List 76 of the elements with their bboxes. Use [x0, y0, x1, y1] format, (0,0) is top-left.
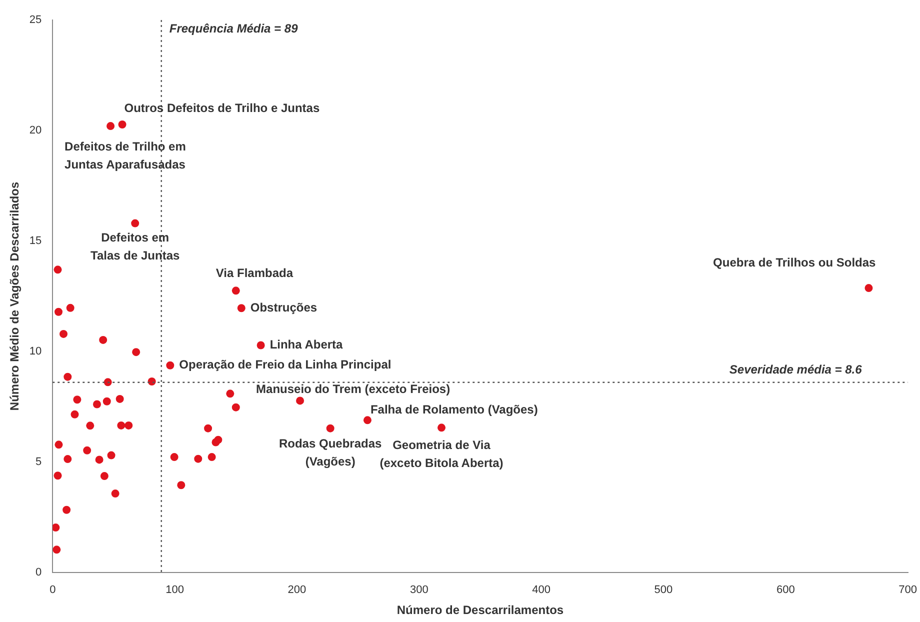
point — [83, 446, 92, 454]
point — [64, 455, 72, 464]
point — [326, 424, 334, 432]
point — [62, 506, 71, 514]
annotation: Outros Defeitos de Trilho e Juntas — [124, 100, 320, 115]
point — [116, 394, 124, 403]
point — [86, 422, 94, 430]
ref-line-label: Frequência Média = 89 — [169, 21, 298, 36]
point — [438, 424, 446, 432]
y-tick-label: 15 — [29, 234, 42, 247]
point — [95, 456, 104, 464]
annotation: Quebra de Trilhos ou Soldas — [713, 255, 876, 270]
point — [177, 481, 186, 490]
point — [124, 421, 133, 430]
x-tick-label: 300 — [410, 584, 428, 596]
ref-line-label: Severidade média = 8.6 — [729, 362, 862, 377]
y-tick-label: 20 — [29, 124, 42, 137]
point — [204, 424, 212, 432]
point — [66, 304, 74, 312]
point — [111, 490, 120, 498]
point — [64, 372, 72, 381]
point — [214, 436, 222, 444]
point — [54, 440, 63, 449]
x-tick-label: 200 — [288, 584, 306, 596]
x-tick-label: 0 — [50, 584, 56, 596]
point — [232, 403, 240, 412]
y-tick-label: 5 — [36, 456, 42, 468]
annotation: Manuseio do Trem (exceto Freios) — [256, 382, 450, 396]
annotation: Operação de Freio da Linha Principal — [179, 358, 392, 372]
point — [118, 120, 126, 129]
x-tick-label: 400 — [532, 584, 550, 596]
point — [54, 266, 62, 274]
point — [208, 453, 216, 462]
annotation: Defeitos de Trilho em Juntas Aparafusadas — [64, 139, 186, 172]
y-tick-label: 25 — [29, 14, 42, 26]
annotation: Via Flambada — [216, 266, 294, 280]
point — [166, 361, 174, 370]
point — [132, 348, 140, 356]
annotation: Falha de Rolamento (Vagões) — [370, 402, 538, 416]
annotation: Defeitos em Talas de Juntas — [90, 230, 180, 263]
point — [117, 421, 126, 430]
y-tick-label: 10 — [29, 345, 42, 358]
point — [60, 330, 68, 338]
point — [107, 451, 116, 460]
point — [52, 524, 60, 532]
point — [54, 308, 62, 316]
annotation: Linha Aberta — [270, 338, 344, 352]
point — [237, 304, 246, 312]
point — [296, 396, 304, 405]
x-tick-label: 100 — [166, 584, 184, 596]
x-axis-title: Número de Descarrilamentos — [396, 603, 564, 618]
point — [70, 410, 79, 418]
point — [194, 454, 202, 463]
y-axis-title: Número Médio de Vagões Descarrilados — [8, 182, 22, 411]
point — [100, 472, 108, 480]
point — [92, 400, 101, 408]
point — [232, 286, 240, 295]
point — [256, 341, 265, 350]
point — [73, 396, 82, 404]
point — [106, 122, 115, 130]
point — [131, 219, 140, 228]
point — [104, 378, 112, 386]
point — [148, 377, 156, 386]
x-tick-label: 700 — [898, 584, 918, 596]
point — [226, 390, 234, 398]
point — [54, 472, 62, 480]
point — [363, 416, 372, 424]
point — [170, 453, 178, 462]
y-tick-label: 0 — [36, 566, 42, 578]
x-tick-label: 600 — [776, 584, 795, 596]
annotation: Obstruções — [250, 300, 318, 314]
point — [99, 336, 108, 344]
point — [864, 284, 873, 292]
x-tick-label: 500 — [654, 584, 673, 596]
point — [52, 546, 61, 554]
point — [102, 397, 111, 406]
